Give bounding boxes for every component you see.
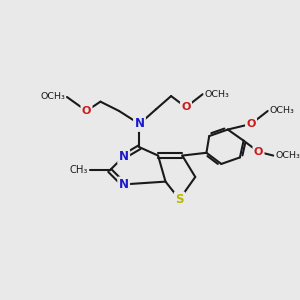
Text: O: O bbox=[246, 119, 256, 129]
Text: OCH₃: OCH₃ bbox=[270, 106, 295, 116]
Text: OCH₃: OCH₃ bbox=[205, 90, 230, 99]
Text: OCH₃: OCH₃ bbox=[40, 92, 65, 101]
Text: O: O bbox=[82, 106, 91, 116]
Text: N: N bbox=[119, 178, 129, 191]
Text: CH₃: CH₃ bbox=[69, 166, 87, 176]
Text: O: O bbox=[181, 102, 191, 112]
Text: N: N bbox=[134, 118, 145, 130]
Text: OCH₃: OCH₃ bbox=[275, 151, 300, 160]
Text: N: N bbox=[119, 150, 129, 163]
Text: O: O bbox=[254, 147, 263, 157]
Text: S: S bbox=[175, 193, 184, 206]
